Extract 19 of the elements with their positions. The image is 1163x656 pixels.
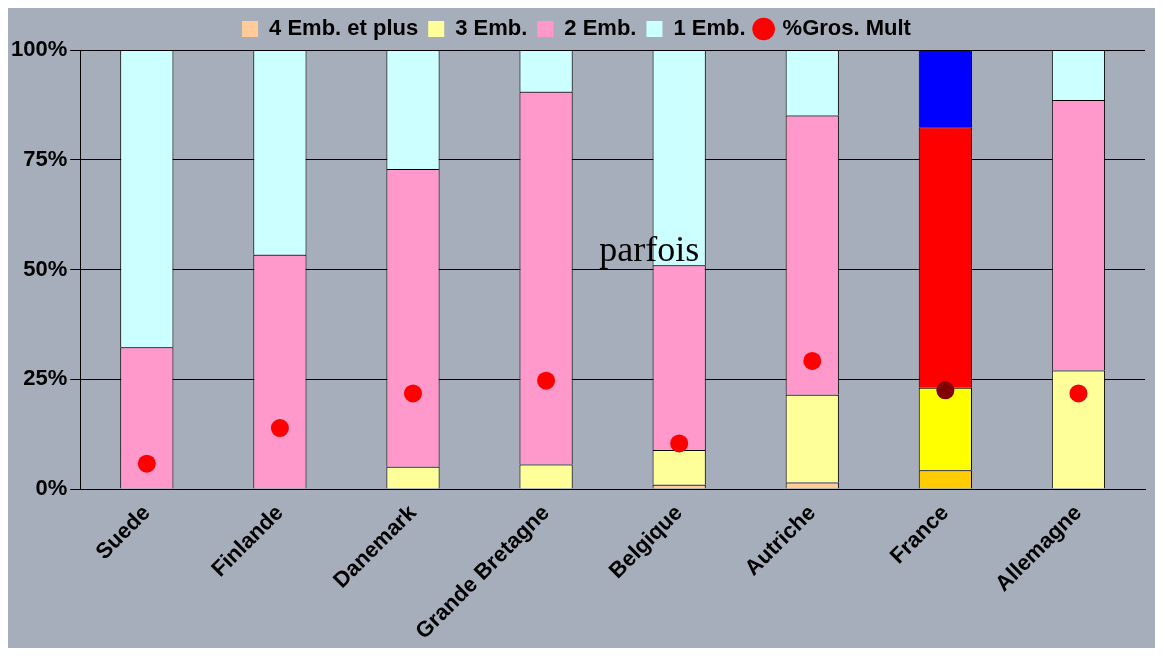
point xyxy=(137,454,156,473)
point xyxy=(1069,384,1088,403)
legend-label: 3 Emb. xyxy=(455,15,528,41)
legend-label: 2 Emb. xyxy=(564,15,637,41)
point xyxy=(270,419,289,438)
point xyxy=(404,384,422,403)
y-tick-label: 0% xyxy=(35,475,68,501)
legend-label: 1 Emb. xyxy=(673,15,746,41)
y-tick-label: 75% xyxy=(23,145,68,171)
y-tick-label: 25% xyxy=(23,365,68,391)
point xyxy=(803,351,822,370)
legend-label: %Gros. Mult xyxy=(782,15,912,41)
point xyxy=(537,371,556,390)
point xyxy=(936,381,955,400)
point xyxy=(670,434,689,453)
legend-label: 4 Emb. et plus xyxy=(269,15,419,41)
annotation: parfois xyxy=(599,229,700,270)
y-tick-label: 100% xyxy=(10,36,68,62)
y-tick-label: 50% xyxy=(23,255,68,281)
